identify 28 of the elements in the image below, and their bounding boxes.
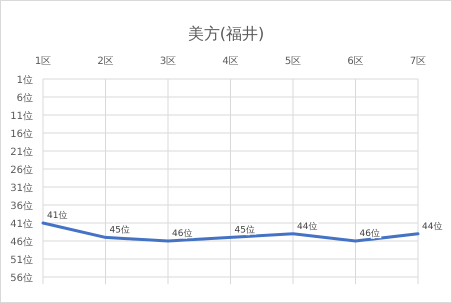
x-tick-label: 6区 (347, 56, 364, 67)
chart-title: 美方(福井) (188, 24, 264, 43)
data-label: 46位 (360, 228, 380, 239)
y-tick-label: 11位 (10, 110, 33, 122)
y-tick-label: 26位 (10, 164, 33, 176)
y-tick-label: 51位 (10, 254, 33, 266)
line-series (42, 222, 420, 242)
x-tick-label: 7区 (410, 56, 426, 67)
data-label: 44位 (297, 220, 318, 232)
y-tick-label: 31位 (10, 182, 33, 194)
y-tick-label: 41位 (10, 218, 33, 230)
y-tick-label: 46位 (10, 236, 33, 248)
y-tick-label: 56位 (10, 272, 33, 284)
data-label: 46位 (172, 228, 192, 239)
data-label: 45位 (234, 224, 255, 236)
y-tick-label: 16位 (10, 128, 33, 140)
x-tick-label: 1区 (34, 56, 52, 67)
x-tick-label: 5区 (284, 56, 302, 67)
data-label: 45位 (110, 224, 130, 236)
data-label: 41位 (47, 210, 68, 221)
y-tick-label: 1位 (16, 74, 33, 86)
data-label: 44位 (422, 220, 442, 232)
x-tick-label: 2区 (97, 56, 114, 67)
y-tick-label: 21位 (10, 146, 33, 158)
y-tick-label: 6位 (16, 92, 33, 104)
x-tick-label: 3区 (160, 56, 176, 67)
x-tick-label: 4区 (222, 56, 239, 67)
y-tick-label: 36位 (10, 200, 33, 212)
